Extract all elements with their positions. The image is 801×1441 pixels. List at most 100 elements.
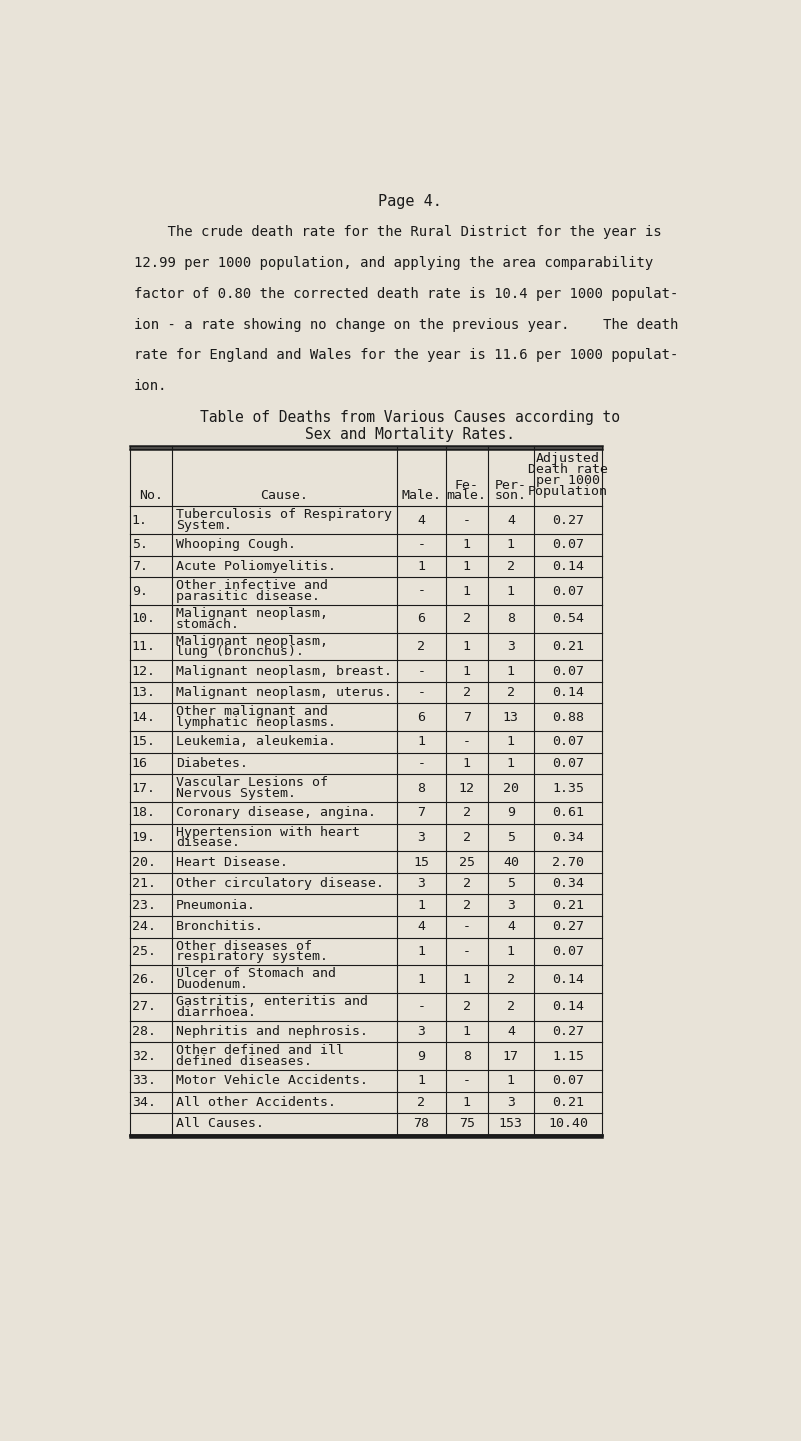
Text: 1: 1: [507, 735, 515, 748]
Text: 7: 7: [417, 807, 425, 820]
Text: Heart Disease.: Heart Disease.: [176, 856, 288, 869]
Text: 0.54: 0.54: [552, 612, 584, 625]
Text: Other defined and ill: Other defined and ill: [176, 1045, 344, 1058]
Text: Diabetes.: Diabetes.: [176, 757, 248, 769]
Text: -: -: [463, 1074, 471, 1088]
Text: 15.: 15.: [132, 735, 156, 748]
Text: 15: 15: [413, 856, 429, 869]
Text: rate for England and Wales for the year is 11.6 per 1000 populat-: rate for England and Wales for the year …: [135, 349, 678, 363]
Text: Acute Poliomyelitis.: Acute Poliomyelitis.: [176, 561, 336, 574]
Text: 9: 9: [417, 1049, 425, 1062]
Text: 153: 153: [499, 1117, 523, 1130]
Text: 78: 78: [413, 1117, 429, 1130]
Text: 12: 12: [459, 781, 475, 794]
Text: 4: 4: [507, 513, 515, 527]
Text: 7.: 7.: [132, 561, 148, 574]
Text: 2: 2: [463, 878, 471, 891]
Text: 0.21: 0.21: [552, 899, 584, 912]
Text: 0.88: 0.88: [552, 710, 584, 723]
Text: Malignant neoplasm, uterus.: Malignant neoplasm, uterus.: [176, 686, 392, 699]
Text: 0.14: 0.14: [552, 561, 584, 574]
Text: Other infective and: Other infective and: [176, 579, 328, 592]
Text: 25: 25: [459, 856, 475, 869]
Text: Duodenum.: Duodenum.: [176, 978, 248, 991]
Text: -: -: [417, 686, 425, 699]
Text: 1: 1: [463, 1025, 471, 1038]
Text: 0.34: 0.34: [552, 878, 584, 891]
Text: Other diseases of: Other diseases of: [176, 940, 312, 953]
Text: 1: 1: [507, 757, 515, 769]
Text: parasitic disease.: parasitic disease.: [176, 589, 320, 602]
Text: 0.07: 0.07: [552, 757, 584, 769]
Text: Adjusted: Adjusted: [536, 452, 600, 465]
Text: lung (bronchus).: lung (bronchus).: [176, 646, 304, 659]
Text: ion.: ion.: [135, 379, 167, 393]
Text: The crude death rate for the Rural District for the year is: The crude death rate for the Rural Distr…: [135, 225, 662, 239]
Text: 12.99 per 1000 population, and applying the area comparability: 12.99 per 1000 population, and applying …: [135, 256, 654, 269]
Text: 0.14: 0.14: [552, 686, 584, 699]
Text: Nephritis and nephrosis.: Nephritis and nephrosis.: [176, 1025, 368, 1038]
Text: 2: 2: [463, 686, 471, 699]
Text: -: -: [463, 513, 471, 527]
Text: System.: System.: [176, 519, 232, 532]
Text: Other malignant and: Other malignant and: [176, 706, 328, 719]
Text: 0.27: 0.27: [552, 513, 584, 527]
Text: 14.: 14.: [132, 710, 156, 723]
Text: Gastritis, enteritis and: Gastritis, enteritis and: [176, 994, 368, 1007]
Text: 2: 2: [507, 686, 515, 699]
Text: 8: 8: [417, 781, 425, 794]
Text: 9: 9: [507, 807, 515, 820]
Text: 33.: 33.: [132, 1074, 156, 1088]
Text: No.: No.: [139, 488, 163, 501]
Text: 2: 2: [507, 561, 515, 574]
Text: 1: 1: [417, 735, 425, 748]
Text: son.: son.: [495, 488, 527, 501]
Text: 0.61: 0.61: [552, 807, 584, 820]
Text: -: -: [417, 757, 425, 769]
Text: 23.: 23.: [132, 899, 156, 912]
Text: 4: 4: [417, 513, 425, 527]
Text: Malignant neoplasm, breast.: Malignant neoplasm, breast.: [176, 664, 392, 677]
Text: 0.07: 0.07: [552, 664, 584, 677]
Text: 1: 1: [507, 1074, 515, 1088]
Text: 2: 2: [507, 973, 515, 986]
Text: 0.14: 0.14: [552, 973, 584, 986]
Text: 28.: 28.: [132, 1025, 156, 1038]
Text: Nervous System.: Nervous System.: [176, 787, 296, 800]
Text: 3: 3: [507, 899, 515, 912]
Text: 1: 1: [463, 757, 471, 769]
Text: 1: 1: [463, 585, 471, 598]
Text: 0.07: 0.07: [552, 539, 584, 552]
Text: male.: male.: [447, 488, 487, 501]
Text: defined diseases.: defined diseases.: [176, 1055, 312, 1068]
Text: Tuberculosis of Respiratory: Tuberculosis of Respiratory: [176, 509, 392, 522]
Text: 6: 6: [417, 710, 425, 723]
Text: Other circulatory disease.: Other circulatory disease.: [176, 878, 384, 891]
Text: 20.: 20.: [132, 856, 156, 869]
Text: 21.: 21.: [132, 878, 156, 891]
Text: Pneumonia.: Pneumonia.: [176, 899, 256, 912]
Text: 1: 1: [463, 640, 471, 653]
Text: 18.: 18.: [132, 807, 156, 820]
Text: 3: 3: [417, 1025, 425, 1038]
Text: 1: 1: [507, 539, 515, 552]
Text: 1: 1: [417, 899, 425, 912]
Text: 2: 2: [417, 640, 425, 653]
Text: 0.27: 0.27: [552, 921, 584, 934]
Text: 1: 1: [463, 1095, 471, 1108]
Text: -: -: [417, 664, 425, 677]
Text: 7: 7: [463, 710, 471, 723]
Text: 1: 1: [417, 945, 425, 958]
Text: 2: 2: [463, 807, 471, 820]
Text: 1: 1: [463, 539, 471, 552]
Text: disease.: disease.: [176, 836, 240, 849]
Text: 0.14: 0.14: [552, 1000, 584, 1013]
Text: Cause.: Cause.: [260, 488, 308, 501]
Text: Table of Deaths from Various Causes according to: Table of Deaths from Various Causes acco…: [200, 411, 620, 425]
Text: 5: 5: [507, 831, 515, 844]
Text: 5: 5: [507, 878, 515, 891]
Text: 3: 3: [507, 1095, 515, 1108]
Text: stomach.: stomach.: [176, 618, 240, 631]
Text: 34.: 34.: [132, 1095, 156, 1108]
Text: -: -: [417, 539, 425, 552]
